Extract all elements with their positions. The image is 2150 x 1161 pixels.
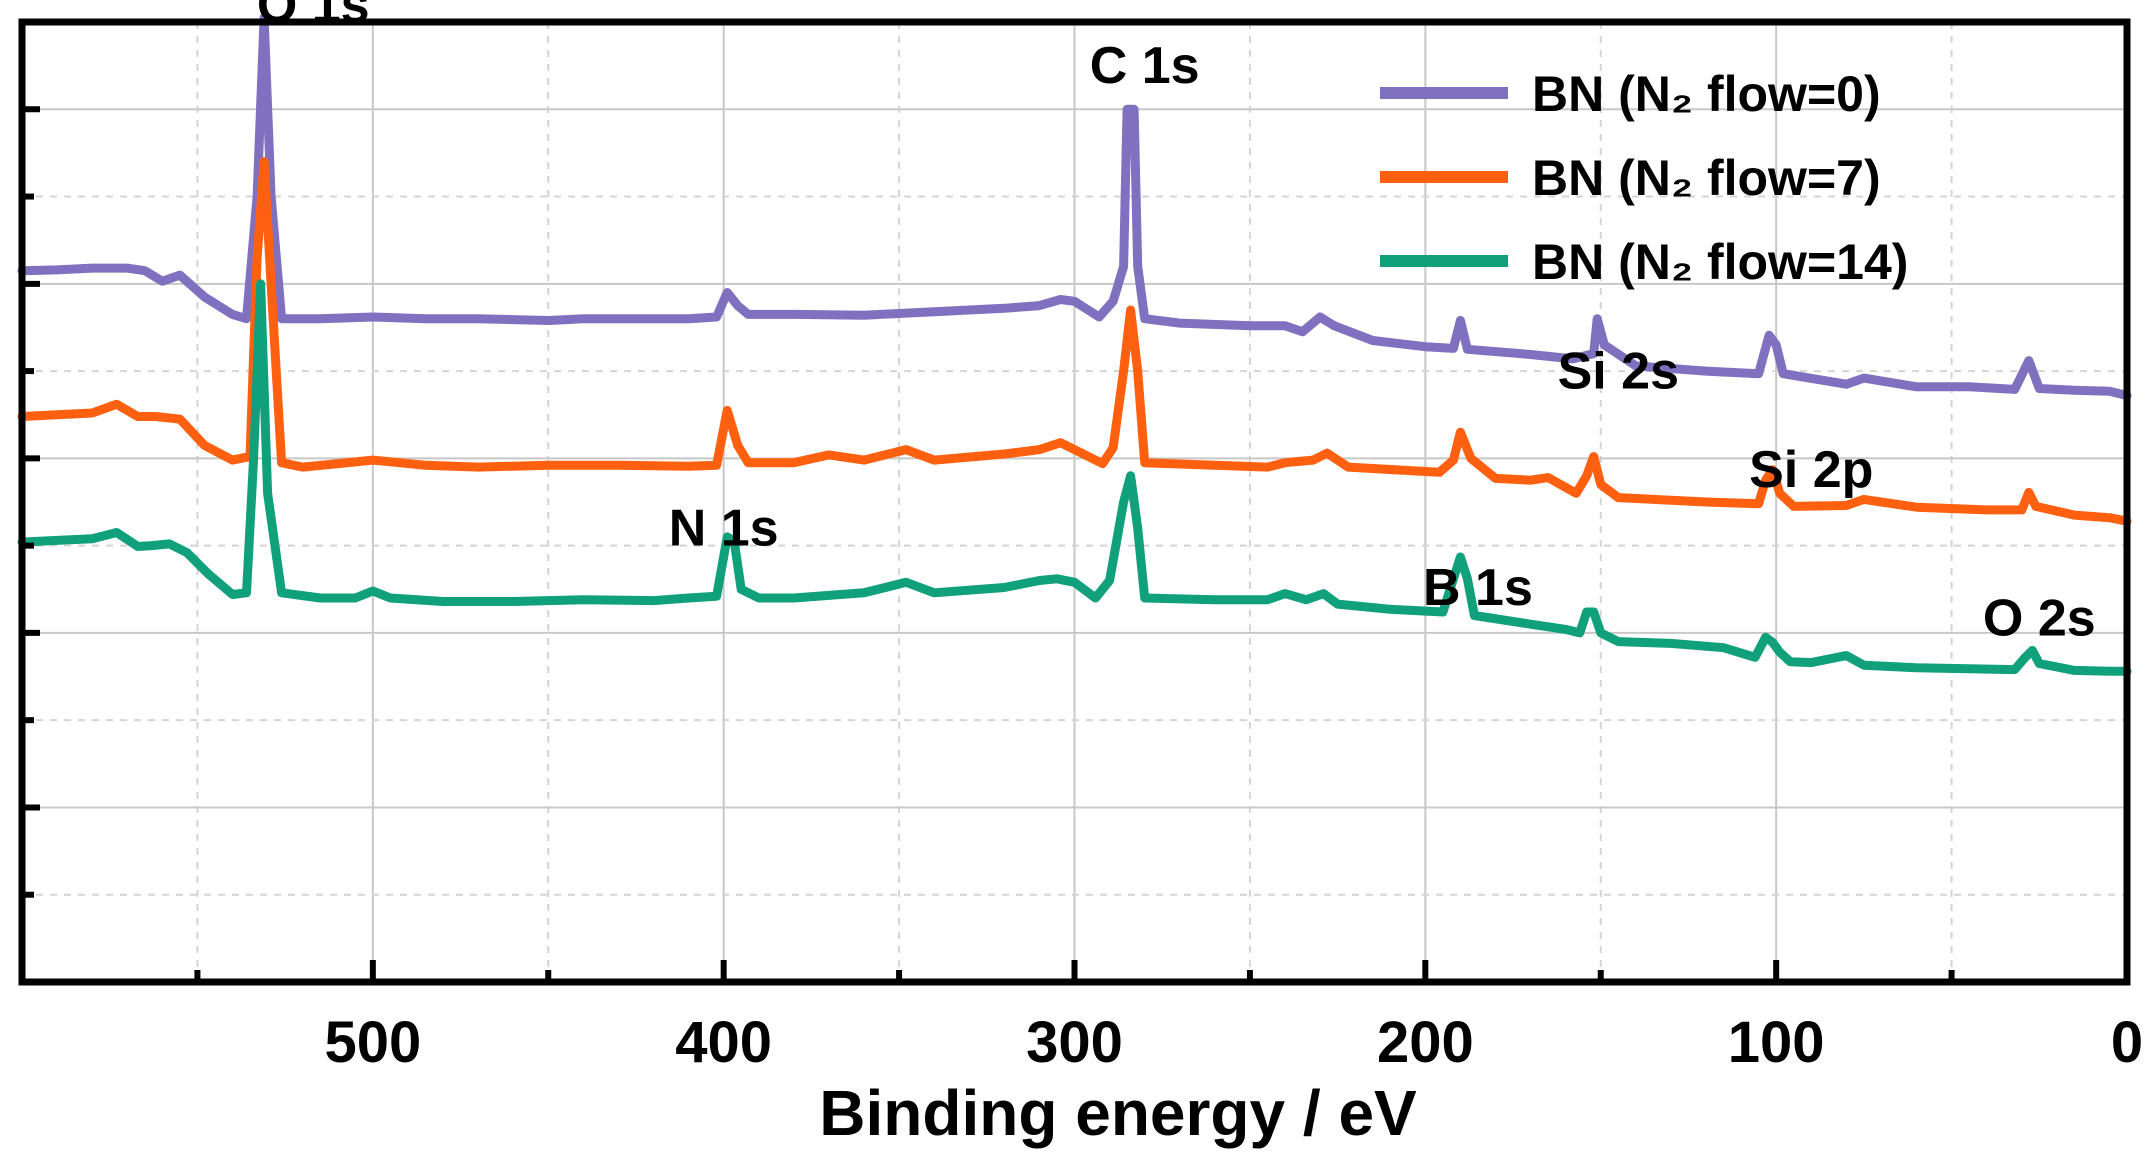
series-line-0 <box>17 13 2132 400</box>
x-axis-title: Binding energy / eV <box>819 1077 1417 1149</box>
grid <box>22 22 2127 982</box>
peak-label: N 1s <box>669 500 779 558</box>
x-tick-label: 400 <box>675 1010 772 1075</box>
peak-label: C 1s <box>1090 37 1200 95</box>
x-tick-label: 500 <box>324 1010 421 1075</box>
x-tick-label: 100 <box>1728 1010 1825 1075</box>
legend: BN (N₂ flow=0) BN (N₂ flow=7) BN (N₂ flow=… <box>1380 66 1908 290</box>
legend-label: BN (N₂ flow=7) <box>1532 150 1881 206</box>
peak-label: O 2s <box>1983 590 2096 648</box>
series-line-2 <box>17 279 2132 676</box>
peak-label: Si 2s <box>1558 343 1679 401</box>
peak-label: O 1s <box>257 0 370 34</box>
peak-label: B 1s <box>1423 559 1533 617</box>
legend-label: BN (N₂ flow=0) <box>1532 66 1881 122</box>
x-tick-label: 200 <box>1377 1010 1474 1075</box>
peak-annotations: O 1s C 1s Si 2s Si 2p N 1s B 1s O 2s <box>257 0 2096 648</box>
x-axis: 500 400 300 200 100 0 <box>194 960 2143 1075</box>
series-group <box>17 13 2132 676</box>
peak-label: Si 2p <box>1749 441 1873 499</box>
series-line-1 <box>17 157 2132 526</box>
legend-label: BN (N₂ flow=14) <box>1532 234 1908 290</box>
x-tick-label: 300 <box>1026 1010 1123 1075</box>
x-tick-label: 0 <box>2111 1010 2143 1075</box>
